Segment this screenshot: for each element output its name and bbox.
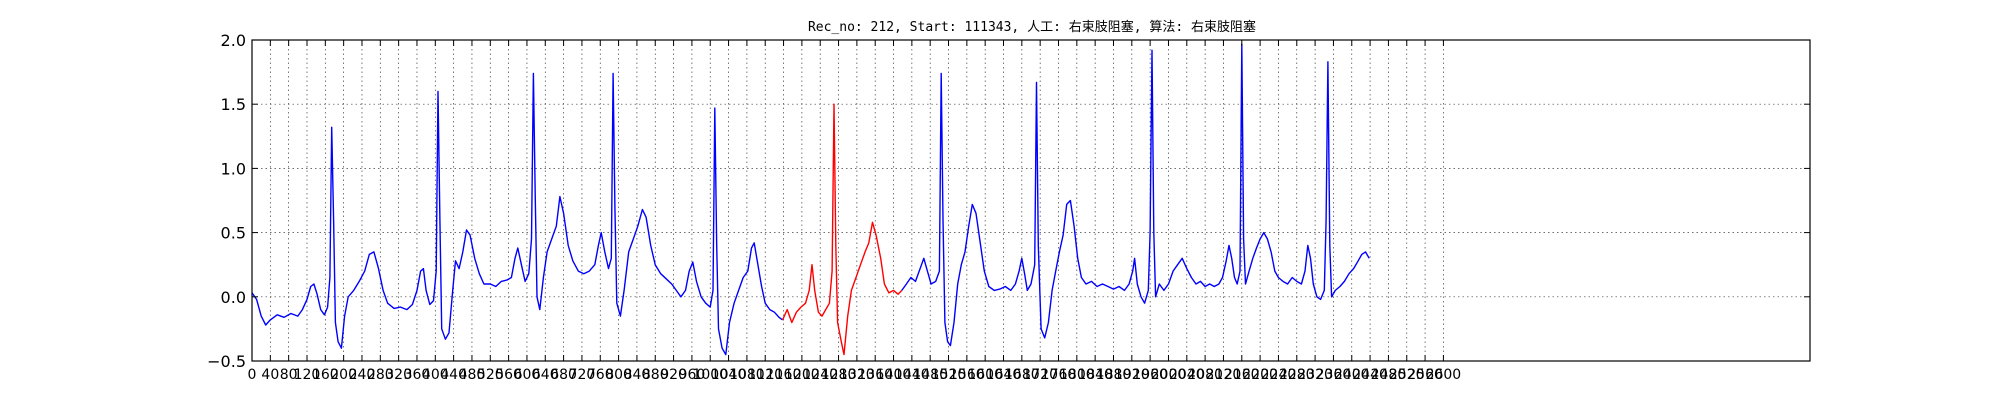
x-tick-label: 2200: [1242, 367, 1278, 383]
y-tick-labels: −0.5 0.0 0.5 1.0 1.5 2.0: [207, 31, 246, 371]
x-tick-label: 280: [367, 367, 394, 383]
x-tick-label: 760: [587, 367, 614, 383]
x-tick-label: 1440: [894, 367, 930, 383]
x-tick-label: 1640: [986, 367, 1022, 383]
x-tick-label: 0: [248, 367, 257, 383]
x-tick-label: 1400: [876, 367, 912, 383]
ecg-series-line-2: [781, 103, 903, 356]
ecg-series-line-1: [251, 72, 784, 356]
y-tick-label: 0.0: [221, 288, 246, 307]
x-tick-label: 1560: [949, 367, 985, 383]
x-tick-label: 1840: [1077, 367, 1113, 383]
y-tick-label: 1.0: [221, 159, 246, 178]
y-tick-label: 2.0: [221, 31, 246, 50]
x-tick-label: 920: [660, 367, 687, 383]
x-tick-label: 160: [312, 367, 339, 383]
x-tick-label: 2240: [1261, 367, 1297, 383]
y-tick-label: 0.5: [221, 224, 246, 243]
x-tick-label: 680: [550, 367, 577, 383]
y-tick-label: 1.5: [221, 95, 246, 114]
x-tick-label: 2440: [1352, 367, 1388, 383]
x-tick-label: 2480: [1371, 367, 1407, 383]
x-tick-label: 440: [440, 367, 467, 383]
x-tick-label: 320: [385, 367, 412, 383]
x-tick-label: 1960: [1132, 367, 1168, 383]
x-tick-label: 1000: [692, 367, 728, 383]
x-tick-label: 1800: [1059, 367, 1095, 383]
x-tick-label: 800: [605, 367, 632, 383]
x-tick-label: 1200: [784, 367, 820, 383]
x-tick-label: 2160: [1224, 367, 1260, 383]
x-tick-label: 1880: [1096, 367, 1132, 383]
x-tick-label: 2560: [1407, 367, 1443, 383]
x-tick-label: 480: [459, 367, 486, 383]
x-tick-label: 200: [330, 367, 357, 383]
x-tick-label: 2360: [1316, 367, 1352, 383]
x-tick-label: 1680: [1004, 367, 1040, 383]
ecg-series-line-3: [901, 43, 1370, 347]
x-tick-label: 600: [514, 367, 541, 383]
x-tick-label: 1040: [711, 367, 747, 383]
x-tick-label: 640: [532, 367, 559, 383]
x-tick-label: 120: [294, 367, 321, 383]
x-tick-label: 240: [349, 367, 376, 383]
x-tick-label: 1600: [967, 367, 1003, 383]
x-tick-label: 2320: [1297, 367, 1333, 383]
x-tick-label: 360: [404, 367, 431, 383]
axis-ticks: [251, 39, 1810, 362]
x-tick-label: 1360: [857, 367, 893, 383]
x-tick-label: 1280: [821, 367, 857, 383]
x-tick-label: 1760: [1041, 367, 1077, 383]
y-tick-label: −0.5: [207, 352, 246, 371]
x-tick-label: 960: [679, 367, 706, 383]
x-tick-label: 560: [495, 367, 522, 383]
x-tick-label: 2600: [1426, 367, 1462, 383]
x-tick-label: 1920: [1114, 367, 1150, 383]
x-tick-label: 2280: [1279, 367, 1315, 383]
x-tick-label: 40: [261, 367, 279, 383]
x-tick-label: 1720: [1022, 367, 1058, 383]
x-tick-label: 2400: [1334, 367, 1370, 383]
x-tick-label: 1240: [802, 367, 838, 383]
x-tick-label: 2120: [1206, 367, 1242, 383]
x-tick-label: 2040: [1169, 367, 1205, 383]
x-tick-label: 840: [624, 367, 651, 383]
plot-series: [251, 43, 1370, 356]
x-tick-label: 1320: [839, 367, 875, 383]
x-tick-label: 400: [422, 367, 449, 383]
x-tick-labels: 0 40 8012016020024028032036040044048052056…: [248, 367, 1462, 383]
x-tick-label: 2000: [1151, 367, 1187, 383]
chart-title: Rec_no: 212, Start: 111343, 人工: 右束肢阻塞, 算…: [808, 19, 1256, 35]
x-tick-label: 2080: [1187, 367, 1223, 383]
x-tick-label: 520: [477, 367, 504, 383]
x-tick-label: 1160: [766, 367, 802, 383]
x-tick-label: 80: [280, 367, 298, 383]
x-tick-label: 1080: [729, 367, 765, 383]
x-tick-label: 1520: [931, 367, 967, 383]
x-tick-label: 1120: [747, 367, 783, 383]
x-tick-label: 2520: [1389, 367, 1425, 383]
x-tick-label: 720: [569, 367, 596, 383]
plot-frame: [251, 39, 1811, 362]
grid-lines: [251, 39, 1810, 362]
x-tick-label: 880: [642, 367, 669, 383]
x-tick-label: 1480: [912, 367, 948, 383]
